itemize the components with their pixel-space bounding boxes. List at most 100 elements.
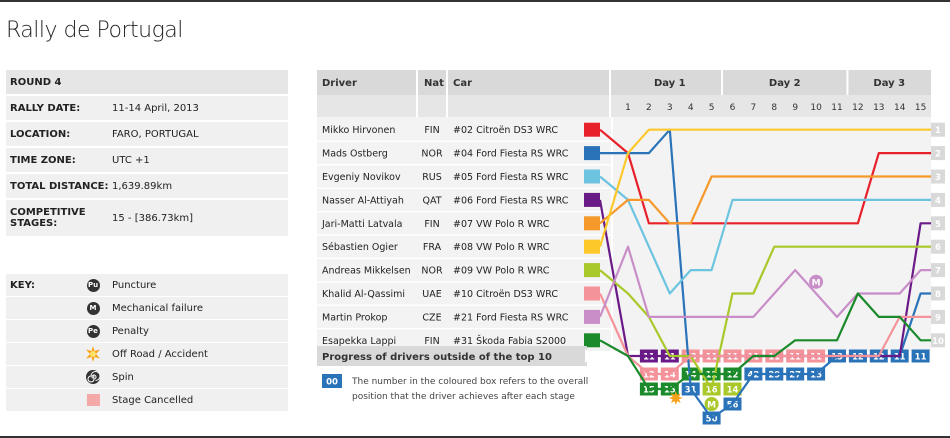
driver-nat: FIN [424, 336, 439, 347]
key-text: Mechanical failure [112, 302, 204, 314]
driver-color-swatch [584, 216, 600, 231]
spin-icon [86, 370, 100, 384]
position-box-label: 11 [768, 353, 780, 363]
position-box-label: 11 [747, 353, 759, 363]
info-row-stages: COMPETITIVE STAGES: 15 - [386.73km] [6, 200, 288, 236]
final-position-box [931, 122, 945, 137]
key-text: Stage Cancelled [112, 394, 194, 406]
box-note-line1: The number in the coloured box refers to… [351, 377, 588, 387]
driver-nat: FIN [424, 219, 439, 230]
final-position-label: 7 [935, 267, 941, 277]
stage-tick-label: 11 [831, 103, 842, 113]
final-position-label: 8 [935, 290, 941, 300]
position-box-label: 27 [789, 371, 801, 381]
position-box-label: 12 [852, 353, 864, 363]
info-label: RALLY DATE: [10, 102, 81, 114]
info-value: 1,639.89km [112, 180, 173, 192]
driver-nat: NOR [421, 149, 443, 160]
puncture-icon: Pu [86, 278, 100, 292]
final-position-box [931, 192, 945, 207]
position-box-label: 50 [706, 415, 718, 425]
position-box-label: 11 [810, 353, 822, 363]
final-position-label: 3 [935, 173, 941, 183]
driver-color-swatch [584, 309, 600, 324]
position-box-label: 12 [643, 371, 655, 381]
position-box-label: 11 [706, 353, 718, 363]
final-position-label: 4 [935, 196, 941, 206]
info-label: COMPETITIVE STAGES: [10, 207, 86, 229]
stage-header [317, 95, 931, 117]
rally-info-panel: ROUND 4 RALLY DATE: 11-14 April, 2013 LO… [6, 70, 288, 238]
page-title: Rally de Portugal [6, 18, 183, 43]
table-body [317, 117, 931, 351]
driver-car: #02 Citroën DS3 WRC [453, 125, 558, 136]
driver-position-line [599, 128, 931, 225]
driver-name: Andreas Mikkelsen [322, 266, 411, 277]
info-value: 11-14 April, 2013 [112, 102, 199, 114]
driver-position-line [599, 175, 931, 295]
chevron-right-icon [585, 349, 595, 363]
final-position-label: 6 [935, 243, 941, 253]
driver-name: Mikko Hirvonen [322, 125, 395, 136]
outside-top10-header [317, 346, 587, 366]
mechanical-icon: M [86, 301, 100, 315]
cancelled-icon [86, 394, 100, 406]
driver-nat: CZE [422, 312, 441, 323]
driver-position-line [599, 175, 931, 225]
driver-color-swatch [584, 146, 600, 161]
driver-car: #06 Ford Fiesta RS WRC [453, 195, 569, 206]
final-position-box [931, 216, 945, 231]
position-box-label: 15 [810, 371, 822, 381]
info-value: 15 - [386.73km] [112, 212, 194, 224]
final-position-label: 9 [935, 313, 941, 323]
car-header: Car [453, 78, 472, 89]
info-row-date: RALLY DATE: 11-14 April, 2013 [6, 96, 288, 120]
key-row-offroad: Off Road / Accident [6, 343, 288, 365]
driver-header: Driver [322, 78, 357, 89]
stage-tick-label: 1 [625, 103, 631, 113]
top-rule [0, 0, 950, 2]
driver-name: Esapekka Lappi [322, 336, 396, 347]
position-box-label: 16 [706, 386, 718, 396]
info-label: LOCATION: [10, 128, 71, 140]
stage-tick-label: 14 [894, 103, 906, 113]
final-position-box [931, 309, 945, 324]
bottom-rule [0, 436, 950, 438]
driver-car: #21 Ford Fiesta RS WRC [453, 312, 569, 323]
stage-tick-label: 15 [915, 103, 926, 113]
driver-name: Evgeniy Novikov [322, 172, 401, 183]
driver-position-line [599, 245, 931, 391]
day-label: Day 3 [873, 78, 905, 89]
driver-nat: QAT [422, 195, 441, 206]
key-text: Puncture [112, 279, 157, 291]
position-box-label: 12 [727, 371, 739, 381]
mechanical-icon-label: M [707, 401, 716, 411]
driver-name: Sébastien Ogier [322, 242, 398, 253]
driver-car: #10 Citroën DS3 WRC [453, 289, 558, 300]
info-value: FARO, PORTUGAL [112, 128, 199, 140]
final-position-box [931, 263, 945, 278]
position-box [911, 349, 930, 363]
off-road-icon [668, 391, 683, 405]
driver-car: #09 VW Polo R WRC [453, 266, 550, 277]
info-label: TOTAL DISTANCE: [10, 180, 109, 192]
stage-tick-label: 5 [709, 103, 715, 113]
position-box [723, 382, 742, 396]
final-position-box [931, 286, 945, 301]
outside-top10-label: Progress of drivers outside of the top 1… [322, 352, 552, 363]
info-label: TIME ZONE: [10, 154, 76, 166]
key-text: Off Road / Accident [112, 348, 208, 360]
position-box-label: 12 [873, 353, 885, 363]
final-position-label: 10 [932, 337, 944, 347]
position-box-label: 11 [789, 353, 801, 363]
day-label: Day 2 [769, 78, 801, 89]
mechanical-icon [809, 274, 824, 289]
driver-name: Mads Ostberg [322, 149, 388, 160]
stage-tick-label: 7 [751, 103, 757, 113]
stage-tick-label: 10 [810, 103, 822, 113]
stage-tick-label: 8 [771, 103, 777, 113]
driver-car: #07 VW Polo R WRC [453, 219, 550, 230]
stage-tick-label: 6 [730, 103, 736, 113]
position-box-label: 56 [727, 401, 739, 411]
driver-position-line [598, 245, 931, 318]
